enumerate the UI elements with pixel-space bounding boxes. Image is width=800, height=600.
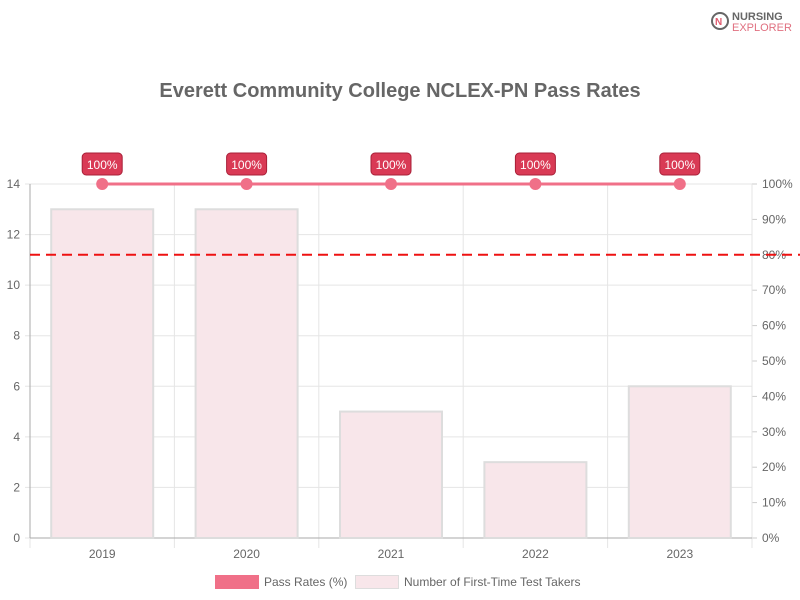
left-tick-label: 8	[13, 329, 20, 343]
right-tick-label: 0%	[762, 531, 780, 545]
data-label: 100%	[87, 158, 118, 172]
right-tick-label: 30%	[762, 425, 786, 439]
x-tick-label: 2023	[666, 547, 693, 561]
svg-text:EXPLORER: EXPLORER	[732, 22, 792, 34]
left-tick-label: 14	[7, 177, 21, 191]
left-tick-label: 10	[7, 278, 21, 292]
x-tick-label: 2020	[233, 547, 260, 561]
left-tick-label: 6	[13, 379, 20, 393]
legend-item-pass-rates[interactable]: Pass Rates (%)	[215, 575, 347, 589]
data-label: 100%	[520, 158, 551, 172]
chart-title: Everett Community College NCLEX-PN Pass …	[159, 80, 641, 102]
legend-item-test-takers[interactable]: Number of First-Time Test Takers	[355, 575, 580, 589]
right-tick-label: 100%	[762, 177, 793, 191]
bar-2020	[194, 208, 299, 540]
data-label-box	[226, 152, 268, 176]
pass-rate-point	[673, 178, 686, 190]
right-tick-label: 40%	[762, 389, 786, 403]
right-tick-label: 70%	[762, 283, 786, 297]
pass-rate-point	[96, 178, 109, 190]
right-tick-label: 20%	[762, 460, 786, 474]
legend-label: Number of First-Time Test Takers	[404, 575, 581, 589]
nursing-explorer-logo: N NURSING EXPLORER	[710, 8, 795, 34]
right-tick-label: 90%	[762, 212, 786, 226]
right-tick-label: 50%	[762, 354, 786, 368]
right-tick-label: 10%	[762, 496, 786, 510]
data-label: 100%	[231, 158, 262, 172]
legend-swatch	[355, 575, 399, 589]
bar-2019	[50, 208, 155, 540]
data-label-box	[514, 152, 556, 176]
data-label-box	[370, 152, 412, 176]
left-tick-label: 4	[13, 430, 20, 444]
legend-swatch	[215, 575, 259, 589]
pass-rate-point	[529, 178, 542, 190]
svg-text:NURSING: NURSING	[732, 11, 783, 23]
pass-rate-point	[385, 178, 397, 190]
data-label-box	[659, 152, 701, 176]
legend-label: Pass Rates (%)	[264, 575, 348, 589]
bar-2022	[483, 461, 588, 539]
bar-2023	[627, 385, 732, 539]
x-tick-label: 2021	[378, 547, 405, 561]
x-tick-label: 2019	[89, 547, 116, 561]
pass-rate-point	[240, 178, 253, 190]
right-tick-label: 60%	[762, 319, 786, 333]
svg-text:N: N	[715, 17, 722, 28]
x-tick-label: 2022	[522, 547, 549, 561]
left-tick-label: 12	[7, 228, 21, 242]
left-tick-label: 0	[13, 531, 20, 545]
bar-2021	[339, 410, 443, 540]
data-label: 100%	[664, 158, 695, 172]
data-label: 100%	[376, 158, 407, 172]
data-label-box	[81, 152, 123, 176]
left-tick-label: 2	[13, 480, 20, 494]
